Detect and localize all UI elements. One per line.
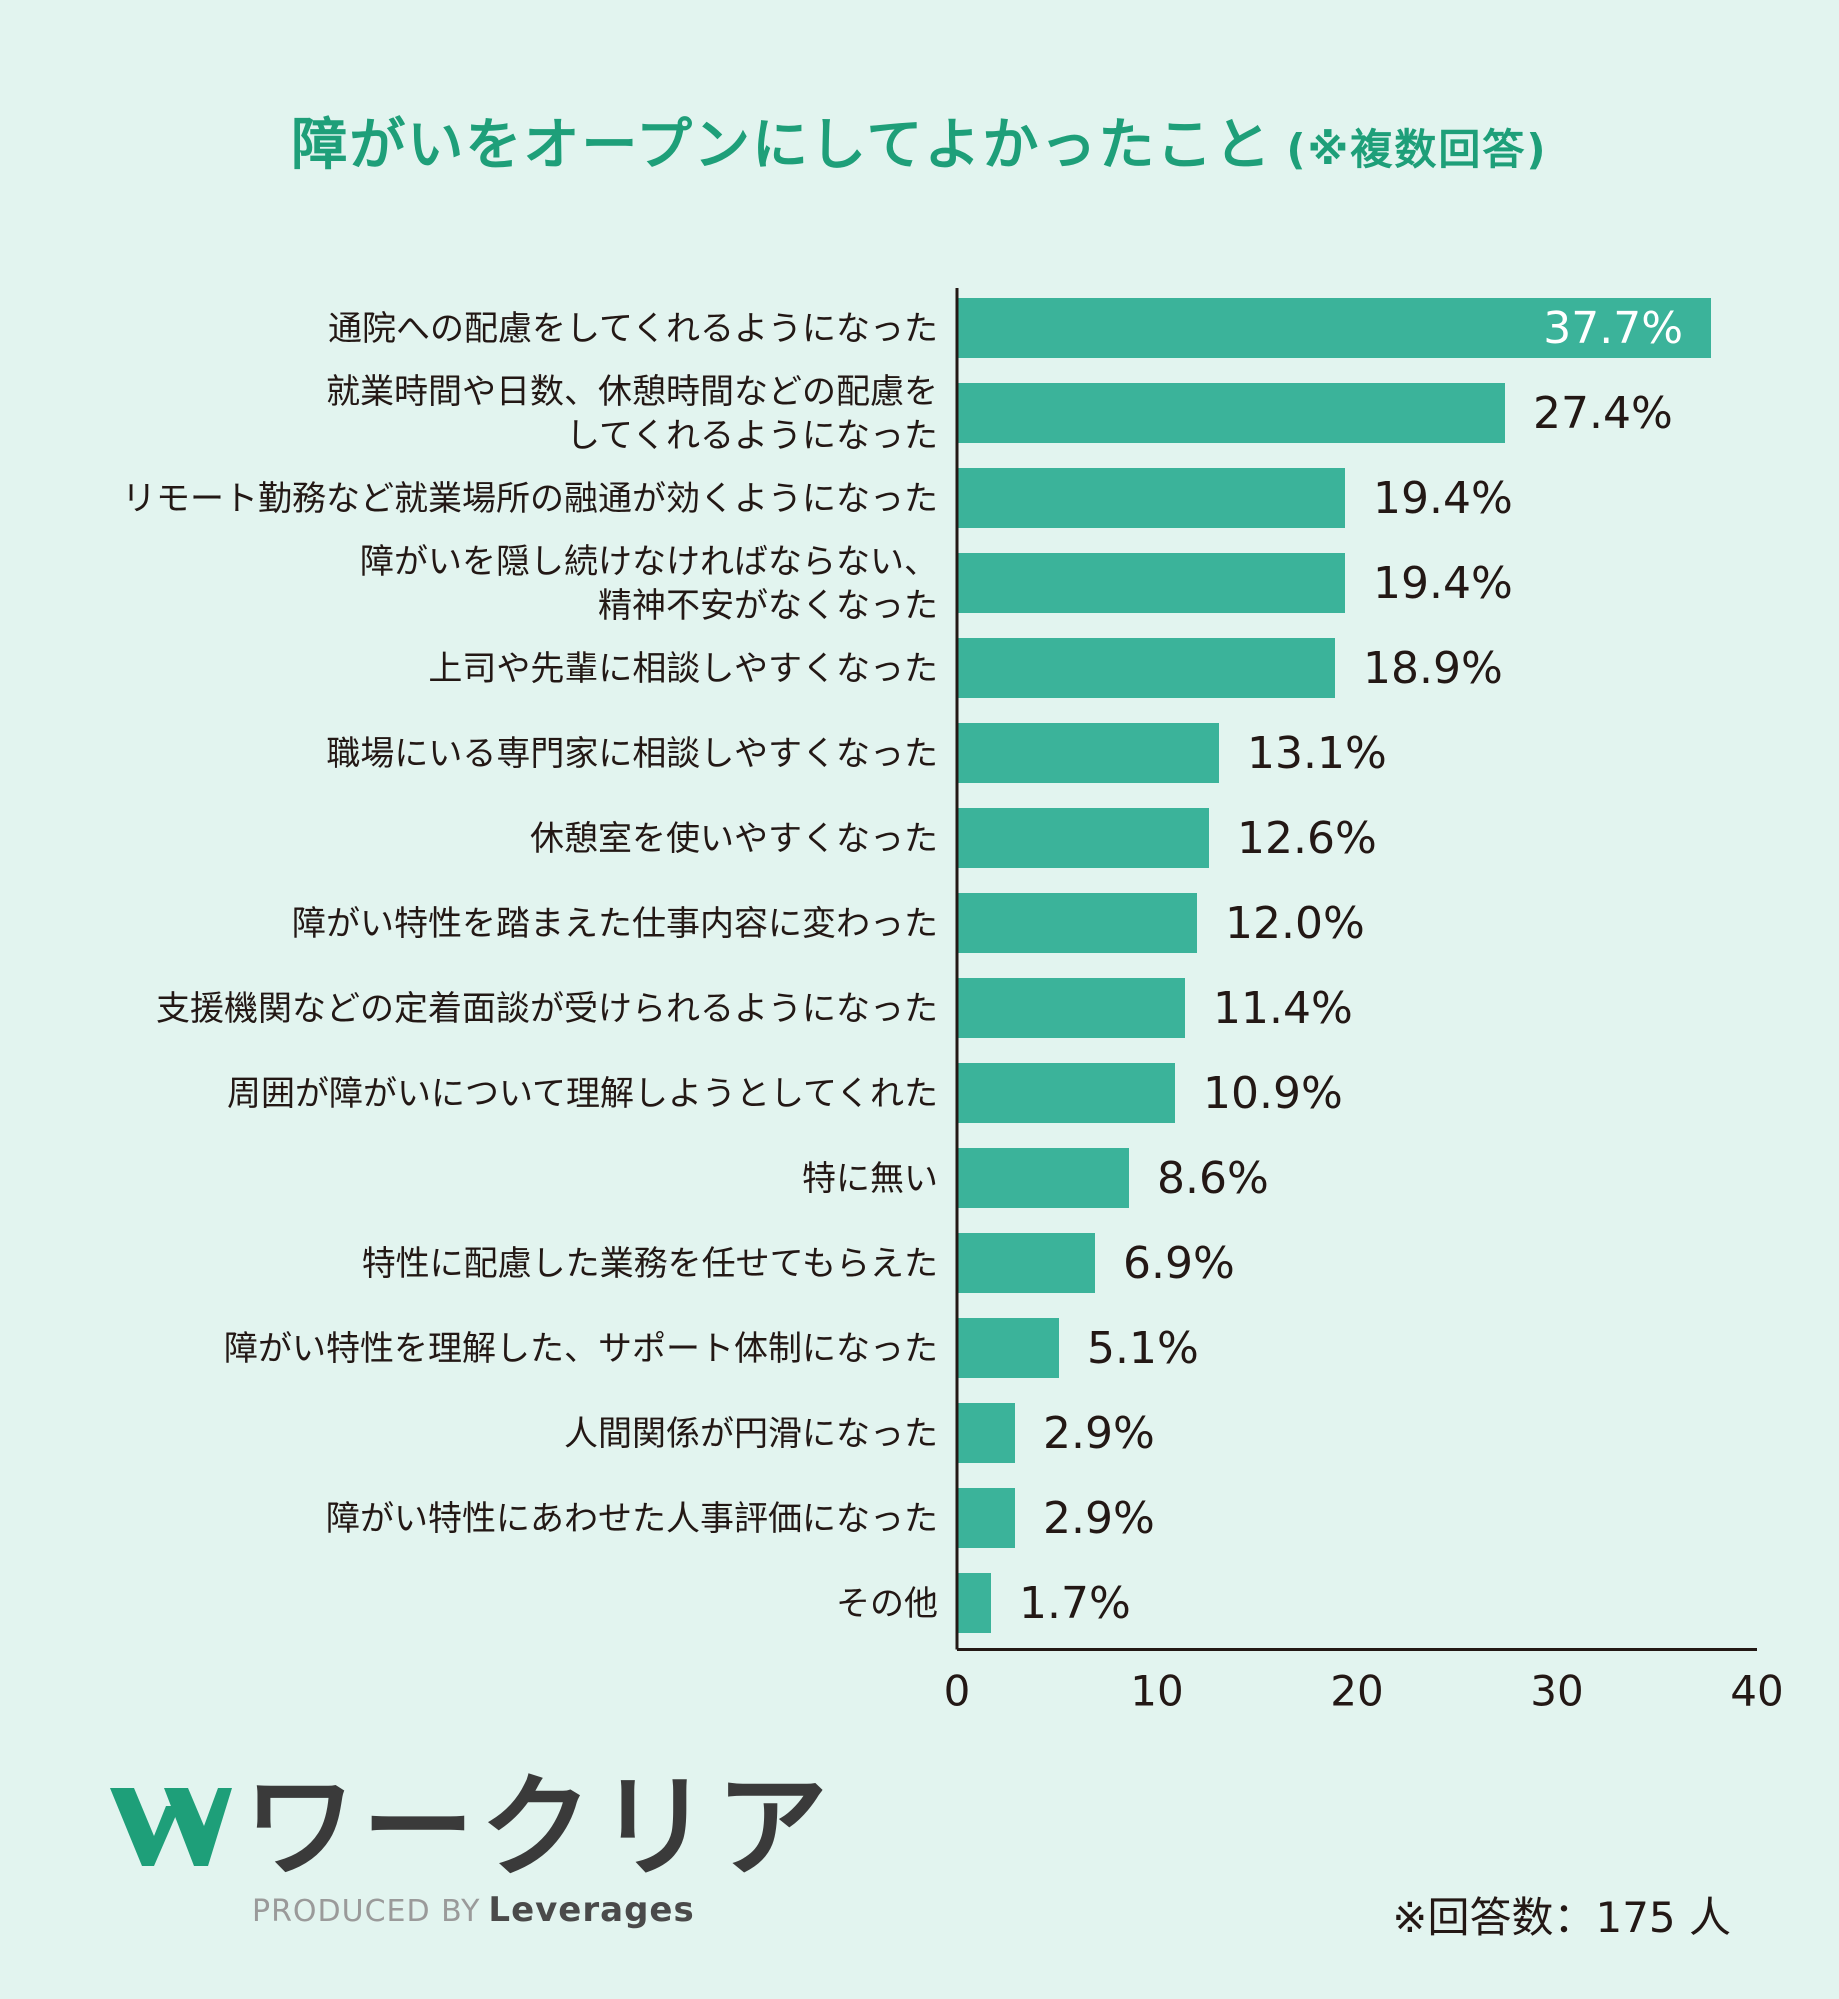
x-tick-label: 20	[1330, 1667, 1383, 1716]
bar	[957, 723, 1219, 783]
data-label: 18.9%	[1363, 643, 1503, 694]
x-tick-label: 40	[1730, 1667, 1783, 1716]
data-label: 19.4%	[1373, 473, 1513, 524]
category-label: 障がい特性にあわせた人事評価になった	[326, 1499, 938, 1539]
respondent-count: ※回答数：175 人	[1392, 1893, 1731, 1942]
brand-name: Leverages	[488, 1890, 695, 1930]
bar	[957, 1233, 1095, 1293]
data-label: 2.9%	[1043, 1493, 1155, 1544]
x-tick-label: 0	[944, 1667, 971, 1716]
category-label: リモート勤務など就業場所の融通が効くようになった	[122, 479, 938, 519]
bar	[957, 978, 1185, 1038]
produced-by-line: PRODUCED BY Leverages	[252, 1890, 695, 1930]
data-label: 8.6%	[1157, 1153, 1269, 1204]
data-label: 12.6%	[1237, 813, 1377, 864]
data-label: 12.0%	[1225, 898, 1365, 949]
category-label: その他	[836, 1584, 938, 1624]
data-label: 10.9%	[1203, 1068, 1343, 1119]
bar	[957, 1403, 1015, 1463]
data-label: 37.7%	[1543, 303, 1683, 354]
category-label: してくれるようになった	[566, 416, 938, 456]
category-label: 障がい特性を踏まえた仕事内容に変わった	[292, 904, 938, 944]
category-label: 上司や先輩に相談しやすくなった	[428, 649, 938, 689]
data-label: 5.1%	[1087, 1323, 1199, 1374]
data-label: 27.4%	[1533, 388, 1673, 439]
logo-wordmark: ワークリア	[244, 1763, 834, 1893]
bar	[957, 553, 1345, 613]
bar	[957, 1148, 1129, 1208]
category-label: 特性に配慮した業務を任せてもらえた	[362, 1244, 938, 1284]
produced-by-label: PRODUCED BY	[252, 1894, 481, 1929]
data-label: 1.7%	[1019, 1578, 1131, 1629]
category-label: 障がいを隠し続けなければならない、	[360, 542, 938, 582]
bar	[957, 808, 1209, 868]
x-tick-label: 10	[1130, 1667, 1183, 1716]
category-label: 休憩室を使いやすくなった	[530, 819, 938, 859]
bar	[957, 468, 1345, 528]
category-label: 就業時間や日数、休憩時間などの配慮を	[326, 372, 938, 412]
data-label: 6.9%	[1123, 1238, 1235, 1289]
chart-title-main: 障がいをオープンにしてよかったこと	[291, 113, 1273, 178]
bar	[957, 1573, 991, 1633]
category-label: 職場にいる専門家に相談しやすくなった	[326, 734, 938, 774]
bar	[957, 1488, 1015, 1548]
bar	[957, 638, 1335, 698]
data-label: 11.4%	[1213, 983, 1353, 1034]
data-label: 19.4%	[1373, 558, 1513, 609]
category-label: 人間関係が円滑になった	[564, 1414, 938, 1454]
x-tick-label: 30	[1530, 1667, 1583, 1716]
chart-subtitle: (※複数回答)	[1286, 125, 1548, 174]
data-label: 13.1%	[1247, 728, 1387, 779]
category-label: 支援機関などの定着面談が受けられるようになった	[156, 989, 938, 1029]
category-label: 精神不安がなくなった	[598, 586, 938, 626]
bar	[957, 1063, 1175, 1123]
category-label: 障がい特性を理解した、サポート体制になった	[224, 1329, 938, 1369]
workria-logo-icon	[110, 1788, 232, 1866]
category-label: 特に無い	[802, 1159, 938, 1199]
category-label: 通院への配慮をしてくれるようになった	[328, 309, 938, 349]
bar	[957, 383, 1505, 443]
bar	[957, 893, 1197, 953]
bar	[957, 298, 1711, 358]
bar-chart: 37.7% 通院への配慮をしてくれるようになった 27.4% 就業時間や日数、休憩時間…	[122, 288, 1784, 1716]
category-label: 周囲が障がいについて理解しようとしてくれた	[227, 1074, 938, 1114]
data-label: 2.9%	[1043, 1408, 1155, 1459]
bar	[957, 1318, 1059, 1378]
chart-title: 障がいをオープンにしてよかったこと (※複数回答)	[0, 100, 1839, 181]
